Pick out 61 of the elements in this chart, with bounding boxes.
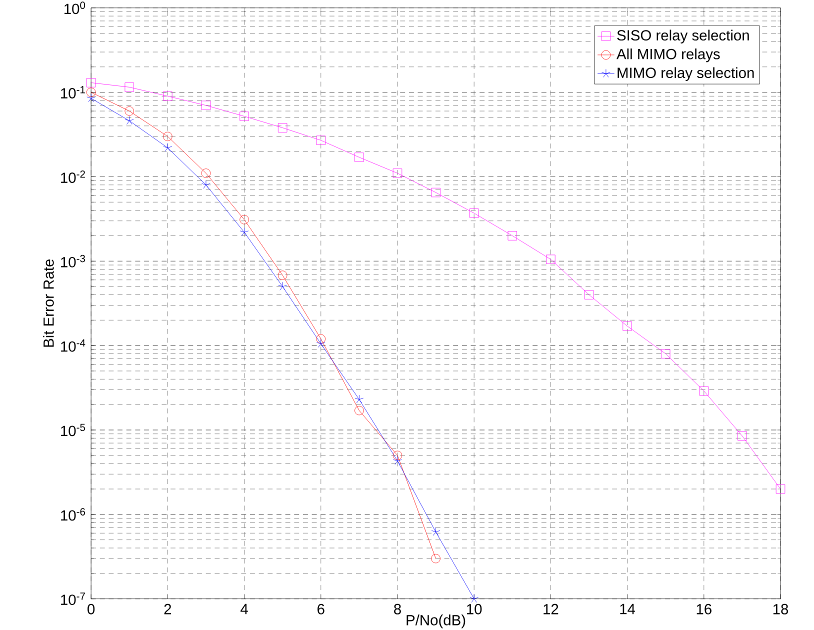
point <box>738 431 747 440</box>
point <box>431 554 440 563</box>
x-tick-label: 8 <box>394 604 401 614</box>
point <box>163 143 172 152</box>
point <box>86 78 96 88</box>
point <box>431 188 440 197</box>
x-tick-label: 12 <box>544 604 558 614</box>
y-tick-label: 10$^{-1}$ <box>61 86 85 98</box>
point <box>393 456 402 465</box>
point <box>240 112 249 121</box>
point <box>201 168 211 178</box>
point <box>124 82 134 92</box>
point <box>278 282 287 290</box>
point <box>316 136 326 145</box>
x-tick-label: 16 <box>696 604 712 614</box>
point <box>392 168 402 178</box>
legend-label: SISO relay selection <box>617 30 749 44</box>
point <box>201 100 211 110</box>
point <box>124 116 134 124</box>
point <box>660 348 670 358</box>
x-tick-label: 4 <box>240 604 248 614</box>
y-tick-label: 10$^{-3}$ <box>61 254 86 268</box>
point <box>354 152 364 162</box>
y-tick-label: 10$^{-2}$ <box>61 170 85 183</box>
x-tick-label: 10 <box>467 604 482 614</box>
point <box>699 386 709 396</box>
point <box>278 270 288 280</box>
y-axis-title: Bit Error Rate <box>43 259 54 347</box>
point <box>316 334 326 344</box>
point <box>469 208 479 218</box>
y-tick-label: 10$^{-7}$ <box>61 592 85 605</box>
y-tick-label: 10$^{-4}$ <box>61 339 86 352</box>
point <box>86 88 96 97</box>
point <box>508 230 518 240</box>
x-tick-label: 0 <box>88 604 95 614</box>
x-axis-title: P/No(dB) <box>406 614 466 628</box>
point <box>354 394 364 404</box>
point <box>202 180 210 189</box>
x-tick-label: 2 <box>164 604 172 614</box>
y-tick-label: 10$^{-6}$ <box>61 508 86 520</box>
point <box>124 106 134 116</box>
point <box>546 254 556 264</box>
y-tick-label: 10$^{0}$ <box>64 1 86 14</box>
point <box>622 321 632 331</box>
point <box>584 290 594 300</box>
point <box>163 91 172 101</box>
legend-label: All MIMO relays <box>616 48 720 62</box>
point <box>431 527 440 536</box>
x-tick-label: 18 <box>773 604 788 614</box>
point <box>316 338 326 348</box>
y-tick-label: 10$^{-5}$ <box>61 424 86 436</box>
point <box>163 132 172 141</box>
point <box>354 406 364 415</box>
point <box>278 123 288 132</box>
point <box>240 227 249 236</box>
legend-label: MIMO relay selection <box>618 67 754 81</box>
point <box>240 214 249 224</box>
point <box>776 484 786 494</box>
x-tick-label: 14 <box>620 604 636 614</box>
x-tick-label: 6 <box>318 604 324 614</box>
point <box>392 450 402 460</box>
